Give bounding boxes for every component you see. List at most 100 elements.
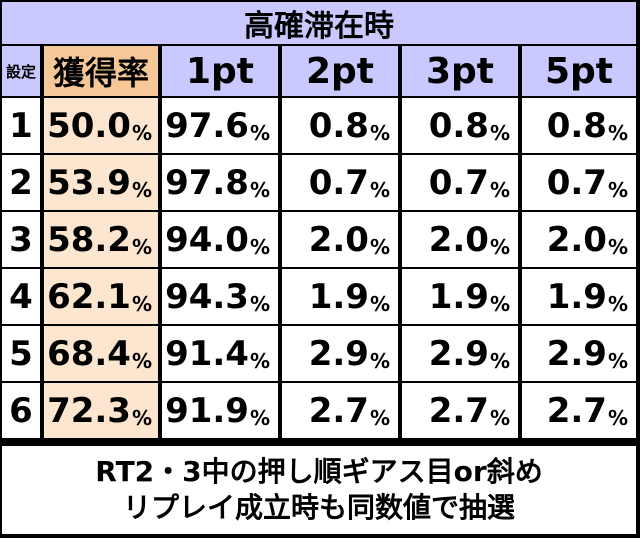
footnote-line-2: リプレイ成立時も同数値で抽選 bbox=[122, 491, 515, 524]
probability-value: 1.9 bbox=[308, 276, 369, 317]
footnote-line-1: RT2・3中の押し順ギアス目or斜め bbox=[95, 455, 543, 488]
percent-sign: % bbox=[489, 235, 510, 259]
percent-sign: % bbox=[607, 178, 628, 202]
probability-value: 1.9 bbox=[428, 276, 489, 317]
probability-value: 0.8 bbox=[546, 105, 607, 146]
percent-sign: % bbox=[249, 178, 270, 202]
rate-value: 50.0 bbox=[47, 105, 131, 146]
percent-sign: % bbox=[369, 235, 390, 259]
row-value: 97.8% bbox=[160, 153, 280, 212]
percent-sign: % bbox=[249, 406, 270, 430]
rate-value: 62.1 bbox=[47, 276, 131, 317]
percent-sign: % bbox=[489, 178, 510, 202]
percent-sign: % bbox=[369, 349, 390, 373]
row-setting: 5 bbox=[0, 324, 42, 383]
setting-number: 5 bbox=[9, 333, 33, 374]
percent-sign: % bbox=[369, 292, 390, 316]
percent-sign: % bbox=[607, 349, 628, 373]
header-col-label: 1pt bbox=[185, 50, 255, 92]
header-setting-label: 設定 bbox=[5, 62, 36, 81]
probability-value: 0.7 bbox=[546, 162, 607, 203]
rate-value: 68.4 bbox=[47, 333, 131, 374]
row-value: 2.9% bbox=[400, 324, 520, 383]
percent-sign: % bbox=[489, 292, 510, 316]
header-col-3: 3pt bbox=[400, 44, 520, 98]
row-value: 2.9% bbox=[280, 324, 400, 383]
probability-value: 2.7 bbox=[308, 390, 369, 431]
header-col-4: 5pt bbox=[520, 44, 638, 98]
setting-number: 6 bbox=[9, 390, 33, 431]
percent-sign: % bbox=[131, 178, 152, 202]
row-setting: 3 bbox=[0, 210, 42, 269]
row-setting: 1 bbox=[0, 96, 42, 155]
row-value: 1.9% bbox=[280, 267, 400, 326]
percent-sign: % bbox=[607, 292, 628, 316]
row-rate: 53.9% bbox=[42, 153, 160, 212]
table-title: 高確滞在時 bbox=[0, 0, 638, 46]
probability-value: 2.7 bbox=[428, 390, 489, 431]
percent-sign: % bbox=[369, 406, 390, 430]
row-value: 2.9% bbox=[520, 324, 638, 383]
probability-value: 2.9 bbox=[308, 333, 369, 374]
probability-value: 2.9 bbox=[546, 333, 607, 374]
percent-sign: % bbox=[489, 406, 510, 430]
setting-number: 4 bbox=[9, 276, 33, 317]
row-rate: 58.2% bbox=[42, 210, 160, 269]
percent-sign: % bbox=[131, 349, 152, 373]
rate-value: 58.2 bbox=[47, 219, 131, 260]
row-rate: 62.1% bbox=[42, 267, 160, 326]
row-value: 97.6% bbox=[160, 96, 280, 155]
probability-value: 2.7 bbox=[546, 390, 607, 431]
row-value: 2.0% bbox=[400, 210, 520, 269]
header-col-2: 2pt bbox=[280, 44, 400, 98]
percent-sign: % bbox=[131, 235, 152, 259]
probability-value: 2.9 bbox=[428, 333, 489, 374]
header-col-label: 5pt bbox=[544, 50, 614, 92]
row-value: 2.0% bbox=[280, 210, 400, 269]
header-setting: 設定 bbox=[0, 44, 42, 98]
row-setting: 6 bbox=[0, 381, 42, 440]
setting-number: 3 bbox=[9, 219, 33, 260]
row-value: 2.7% bbox=[280, 381, 400, 440]
probability-value: 91.4 bbox=[165, 333, 249, 374]
row-setting: 2 bbox=[0, 153, 42, 212]
percent-sign: % bbox=[369, 178, 390, 202]
row-value: 0.8% bbox=[400, 96, 520, 155]
header-rate-label: 獲得率 bbox=[52, 54, 149, 92]
probability-value: 2.0 bbox=[428, 219, 489, 260]
percent-sign: % bbox=[131, 406, 152, 430]
percent-sign: % bbox=[369, 121, 390, 145]
probability-value: 94.3 bbox=[165, 276, 249, 317]
probability-value: 0.8 bbox=[308, 105, 369, 146]
setting-number: 1 bbox=[9, 105, 33, 146]
header-col-1: 1pt bbox=[160, 44, 280, 98]
row-rate: 50.0% bbox=[42, 96, 160, 155]
row-value: 91.4% bbox=[160, 324, 280, 383]
percent-sign: % bbox=[249, 292, 270, 316]
header-col-label: 2pt bbox=[305, 50, 375, 92]
probability-value: 2.0 bbox=[308, 219, 369, 260]
percent-sign: % bbox=[607, 235, 628, 259]
percent-sign: % bbox=[607, 121, 628, 145]
row-value: 1.9% bbox=[400, 267, 520, 326]
table-title-text: 高確滞在時 bbox=[244, 9, 394, 44]
probability-value: 97.8 bbox=[165, 162, 249, 203]
row-value: 2.7% bbox=[520, 381, 638, 440]
probability-value: 91.9 bbox=[165, 390, 249, 431]
probability-value: 1.9 bbox=[546, 276, 607, 317]
probability-value: 2.0 bbox=[546, 219, 607, 260]
percent-sign: % bbox=[131, 292, 152, 316]
setting-number: 2 bbox=[9, 162, 33, 203]
probability-value: 0.8 bbox=[428, 105, 489, 146]
row-value: 0.8% bbox=[520, 96, 638, 155]
row-value: 2.7% bbox=[400, 381, 520, 440]
row-value: 94.3% bbox=[160, 267, 280, 326]
header-rate: 獲得率 bbox=[42, 44, 160, 98]
percent-sign: % bbox=[489, 349, 510, 373]
percent-sign: % bbox=[249, 235, 270, 259]
row-value: 0.7% bbox=[400, 153, 520, 212]
percent-sign: % bbox=[489, 121, 510, 145]
row-value: 1.9% bbox=[520, 267, 638, 326]
probability-value: 97.6 bbox=[165, 105, 249, 146]
row-rate: 68.4% bbox=[42, 324, 160, 383]
